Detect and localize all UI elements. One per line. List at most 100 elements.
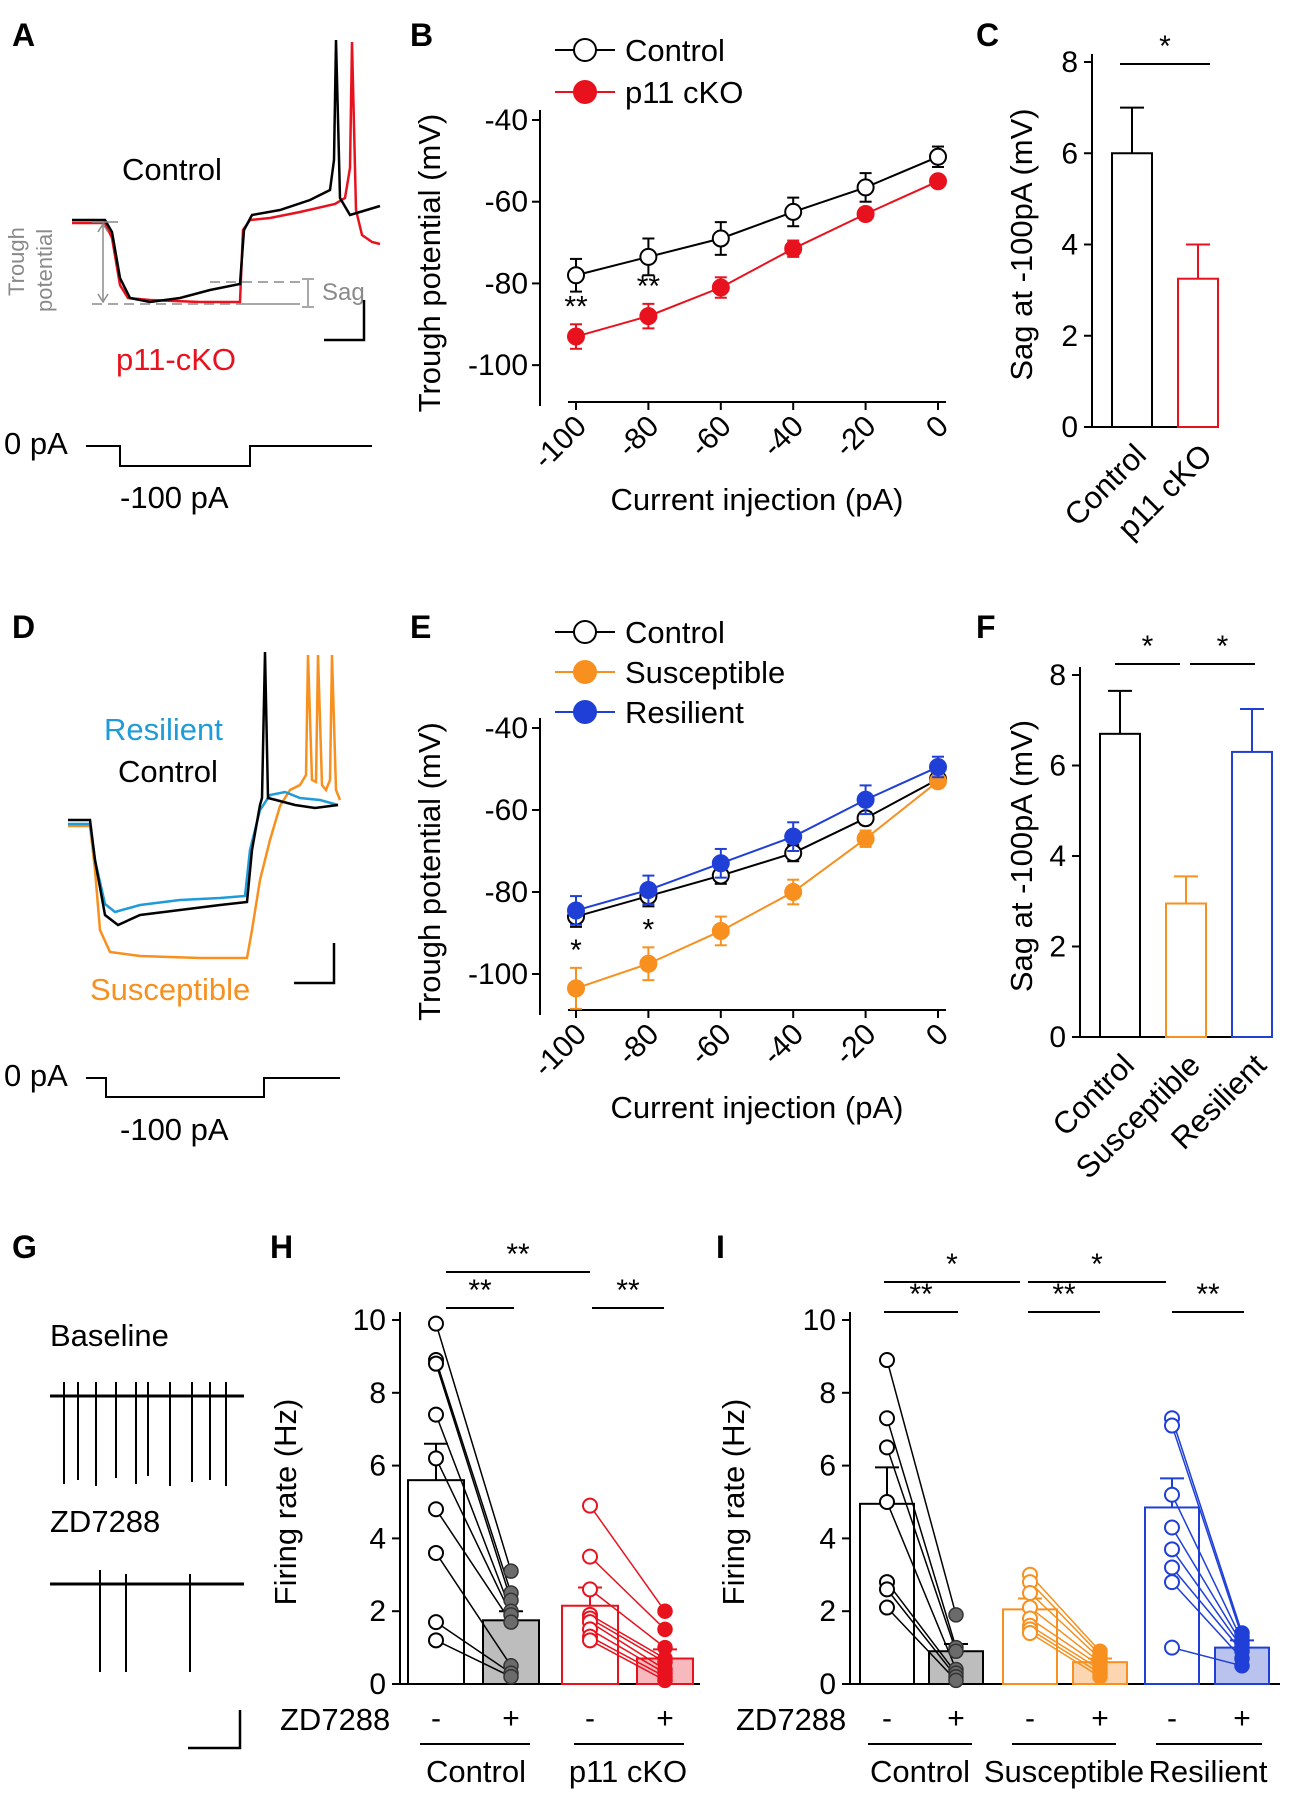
h-group-1-label: Control xyxy=(426,1754,526,1789)
i-minus-3: - xyxy=(1167,1702,1177,1735)
y-tick-label: 4 xyxy=(819,1522,836,1555)
y-tick-label: 8 xyxy=(369,1377,386,1410)
panel-letter-i: I xyxy=(716,1229,725,1265)
data-point xyxy=(784,202,803,221)
significance-star: ** xyxy=(616,1274,640,1307)
y-tick-label: -80 xyxy=(485,267,528,300)
paired-line xyxy=(589,1621,666,1671)
y-tick-label: -100 xyxy=(468,349,528,382)
x-tick-label: -40 xyxy=(756,410,810,464)
paired-line xyxy=(589,1588,666,1649)
paired-line xyxy=(1171,1646,1243,1667)
h-minus-1: - xyxy=(431,1702,441,1735)
data-point xyxy=(639,880,658,899)
significance-star: ** xyxy=(564,290,588,323)
series-line xyxy=(575,778,939,918)
panel-letter-h: H xyxy=(270,1229,293,1265)
paired-line xyxy=(886,1607,957,1681)
paired-point-pre xyxy=(582,1632,598,1649)
data-point xyxy=(567,979,585,998)
baseline-label: Baseline xyxy=(50,1318,169,1353)
x-tick-label: -100 xyxy=(527,1018,593,1084)
paired-point-pre xyxy=(428,1355,444,1372)
significance-star: * xyxy=(1217,630,1229,663)
paired-point-post xyxy=(503,1668,519,1685)
paired-point-pre xyxy=(428,1450,444,1467)
paired-line xyxy=(1029,1617,1101,1667)
zd-label-g: ZD7288 xyxy=(50,1504,160,1539)
series-line xyxy=(575,155,939,277)
data-point xyxy=(711,278,730,297)
y-tick-label: 2 xyxy=(819,1595,836,1628)
paired-line xyxy=(1029,1574,1101,1652)
data-point xyxy=(711,921,730,940)
paired-line xyxy=(886,1581,957,1674)
h-plus-1: + xyxy=(502,1702,520,1735)
y-tick-label: -60 xyxy=(485,794,528,827)
zero-pa-label-a: 0 pA xyxy=(4,426,68,461)
h-minus-2: - xyxy=(585,1702,595,1735)
scale-bar-a xyxy=(324,300,366,342)
y-tick-label: -40 xyxy=(485,104,528,137)
paired-point-pre xyxy=(1164,1639,1180,1656)
data-point xyxy=(711,854,730,873)
paired-point-post xyxy=(503,1563,519,1579)
paired-line xyxy=(435,1359,512,1594)
panel-i-xaxis: ZD7288 - + - + - + Control Susceptible R… xyxy=(736,1702,1268,1789)
i-group-1-label: Control xyxy=(870,1754,970,1789)
paired-line xyxy=(1171,1548,1243,1649)
data-point xyxy=(567,901,585,920)
series-line xyxy=(575,766,939,912)
legend-marker xyxy=(573,80,597,104)
bar xyxy=(1165,902,1207,1039)
data-point xyxy=(784,883,803,901)
bar xyxy=(1111,152,1153,428)
x-axis-label: Current injection (pA) xyxy=(611,482,904,517)
legend-label: Control xyxy=(625,33,725,68)
paired-point-post xyxy=(657,1603,673,1619)
y-tick-label: 4 xyxy=(1049,840,1066,873)
y-tick-label: -80 xyxy=(485,876,528,909)
trace-a-control xyxy=(72,39,381,304)
significance-star: ** xyxy=(506,1238,530,1271)
paired-line xyxy=(589,1556,666,1630)
paired-line xyxy=(1171,1425,1243,1637)
y-tick-label: 10 xyxy=(803,1304,836,1337)
paired-line xyxy=(435,1363,512,1601)
data-point xyxy=(856,204,875,223)
paired-line xyxy=(1171,1567,1243,1652)
paired-point-pre xyxy=(428,1632,444,1649)
panel-letter-d: D xyxy=(12,609,35,645)
paired-point-pre xyxy=(879,1410,895,1427)
chart-h-firing-rate: 0 2 4 6 8 10 Firing rate (Hz) ** ** ** xyxy=(268,1238,700,1701)
paired-point-pre xyxy=(428,1614,444,1631)
legend-marker xyxy=(573,660,597,684)
data-point xyxy=(856,178,875,197)
paired-point-pre xyxy=(428,1315,444,1332)
data-point xyxy=(639,954,658,973)
sag-label: Sag xyxy=(322,279,365,306)
paired-point-pre xyxy=(1022,1585,1038,1601)
significance-star: * xyxy=(643,913,655,946)
paired-line xyxy=(435,1552,512,1667)
y-tick-label: 0 xyxy=(819,1668,836,1701)
data-point xyxy=(711,229,730,248)
trace-d-control-label: Control xyxy=(118,754,218,789)
bar xyxy=(1177,277,1219,428)
legend-marker xyxy=(573,700,597,724)
panel-d-traces: Resilient Control Susceptible 0 pA -100 … xyxy=(4,651,342,1147)
i-plus-2: + xyxy=(1091,1702,1109,1735)
chart-e-trough-potential: -40 -60 -80 -100 -100 -80 -60 -40 -20 0 Current in… xyxy=(412,615,955,1125)
paired-line xyxy=(589,1628,666,1674)
significance-star: * xyxy=(1142,630,1154,663)
paired-point-pre xyxy=(1164,1486,1180,1503)
trace-d-resilient xyxy=(68,790,339,914)
y-tick-label: 4 xyxy=(369,1522,386,1555)
i-group-2-label: Susceptible xyxy=(984,1754,1144,1789)
paired-point-pre xyxy=(879,1494,895,1510)
y-tick-label: 2 xyxy=(1061,320,1078,353)
legend-label: Control xyxy=(625,615,725,650)
y-tick-label: 10 xyxy=(353,1304,386,1337)
